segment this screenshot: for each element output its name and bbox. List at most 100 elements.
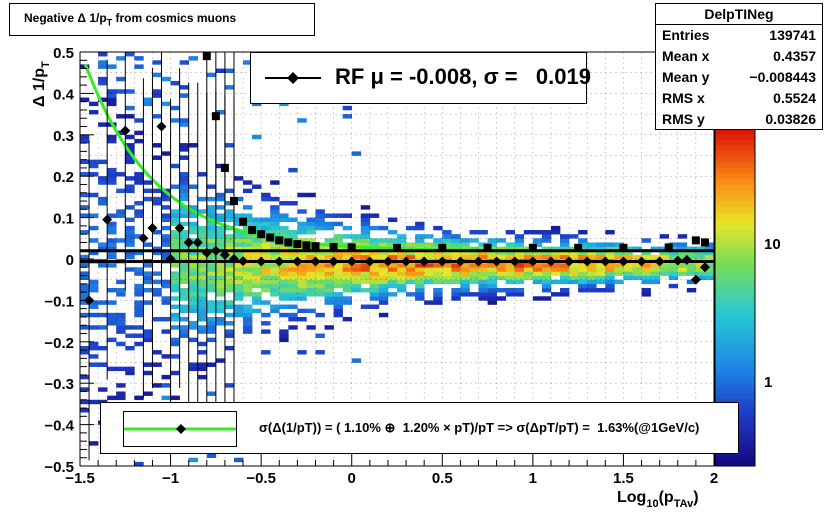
heatmap-cell xyxy=(233,312,244,318)
heatmap-cell xyxy=(514,271,525,276)
mean-point xyxy=(102,214,113,225)
mean-point xyxy=(147,222,158,233)
heatmap-cell xyxy=(107,312,117,318)
heatmap-cell xyxy=(80,230,90,235)
heatmap-cell xyxy=(668,267,679,272)
heatmap-cell xyxy=(270,263,280,268)
heatmap-cell xyxy=(623,267,633,272)
heatmap-cell xyxy=(252,279,262,285)
heatmap-cell xyxy=(116,312,126,318)
colorbar-segment xyxy=(715,156,755,163)
heatmap-cell xyxy=(143,300,153,305)
sigma-point xyxy=(393,243,401,252)
heatmap-cell xyxy=(98,263,108,268)
heatmap-cell xyxy=(496,250,506,256)
heatmap-cell xyxy=(261,225,271,231)
stats-label: RMS y xyxy=(662,111,705,127)
heatmap-cell xyxy=(415,296,425,301)
heatmap-cell xyxy=(215,316,226,322)
heatmap-cell xyxy=(587,283,597,289)
heatmap-cell xyxy=(98,201,108,206)
heatmap-cell xyxy=(143,188,153,194)
heatmap-cell xyxy=(279,296,289,301)
heatmap-cell xyxy=(297,209,307,214)
heatmap-cell xyxy=(243,213,253,218)
heatmap-cell xyxy=(80,213,90,218)
heatmap-cell xyxy=(532,271,543,276)
heatmap-cell xyxy=(397,275,407,280)
heatmap-cell xyxy=(632,246,642,252)
heatmap-cell xyxy=(116,383,126,388)
heatmap-cell xyxy=(261,217,271,223)
sigma-point xyxy=(202,52,211,61)
heatmap-cell xyxy=(424,267,434,272)
heatmap-cell xyxy=(98,399,108,405)
heatmap-cell xyxy=(152,316,162,322)
heatmap-cell xyxy=(197,246,208,252)
heatmap-cell xyxy=(107,138,117,144)
heatmap-cell xyxy=(161,254,171,260)
heatmap-cell xyxy=(89,283,99,289)
heatmap-cell xyxy=(206,221,217,227)
heatmap-cell xyxy=(487,275,497,280)
heatmap-cell xyxy=(215,238,226,243)
heatmap-cell xyxy=(487,283,497,289)
colorbar-segment xyxy=(715,291,755,298)
heatmap-cell xyxy=(641,263,651,268)
heatmap-cell xyxy=(487,263,497,268)
heatmap-cell xyxy=(89,341,99,347)
heatmap-cell xyxy=(333,254,343,260)
heatmap-cell xyxy=(596,275,606,280)
heatmap-cell xyxy=(451,263,461,268)
heatmap-cell xyxy=(397,267,407,272)
heatmap-cell xyxy=(541,230,552,235)
heatmap-cell xyxy=(306,246,316,252)
heatmap-cell xyxy=(107,300,117,305)
heatmap-cell xyxy=(333,308,343,314)
x-tick-label: 0.5 xyxy=(432,470,453,487)
mean-point xyxy=(238,256,249,267)
heatmap-cell xyxy=(351,250,362,256)
axes: −1.5 −1 −0.5 0 0.5 1 1.5 2 −0.5 −0.4 −0.3 −0.2 −0.1 0… xyxy=(44,45,718,487)
colorbar-segment xyxy=(715,178,755,185)
heatmap-cell xyxy=(550,230,561,235)
heatmap-cell xyxy=(415,271,425,276)
heatmap-cell xyxy=(197,308,208,314)
heatmap-cell xyxy=(560,271,570,276)
heatmap-cell xyxy=(224,304,235,309)
heatmap-cell xyxy=(351,267,362,272)
heatmap-cell xyxy=(614,267,624,272)
heatmap-cell xyxy=(215,192,226,198)
heatmap-cell xyxy=(560,242,570,247)
heatmap-cell xyxy=(261,312,271,318)
colorbar-segment xyxy=(715,128,755,135)
heatmap-cell xyxy=(80,292,90,297)
heatmap-cell xyxy=(324,254,334,260)
heatmap-cell xyxy=(243,250,253,256)
heatmap-cell xyxy=(89,192,99,198)
heatmap-cell xyxy=(478,296,488,301)
mean-point xyxy=(437,256,448,267)
heatmap-cell xyxy=(288,263,298,268)
heatmap-cell xyxy=(505,246,516,252)
heatmap-cell xyxy=(469,271,479,276)
colorbar-segment xyxy=(715,139,755,146)
heatmap-cell xyxy=(161,151,171,156)
heatmap-cell xyxy=(270,250,280,256)
x-tick-label: 0 xyxy=(348,470,356,487)
heatmap-cell xyxy=(297,221,307,227)
chart-title-text: Negative Δ 1/p xyxy=(24,11,107,25)
chart-title-sub: T xyxy=(106,17,113,28)
heatmap-cell xyxy=(569,250,579,256)
heatmap-cell xyxy=(179,93,189,98)
heatmap-cell xyxy=(233,287,244,293)
heatmap-cell xyxy=(288,325,298,330)
heatmap-cell xyxy=(369,275,380,280)
heatmap-cell xyxy=(297,254,307,260)
heatmap-cell xyxy=(107,93,117,98)
colorbar-segment xyxy=(715,375,755,382)
heatmap-cell xyxy=(369,287,380,293)
heatmap-cell xyxy=(415,283,425,289)
heatmap-cell xyxy=(406,263,416,268)
heatmap-cell xyxy=(297,296,307,301)
